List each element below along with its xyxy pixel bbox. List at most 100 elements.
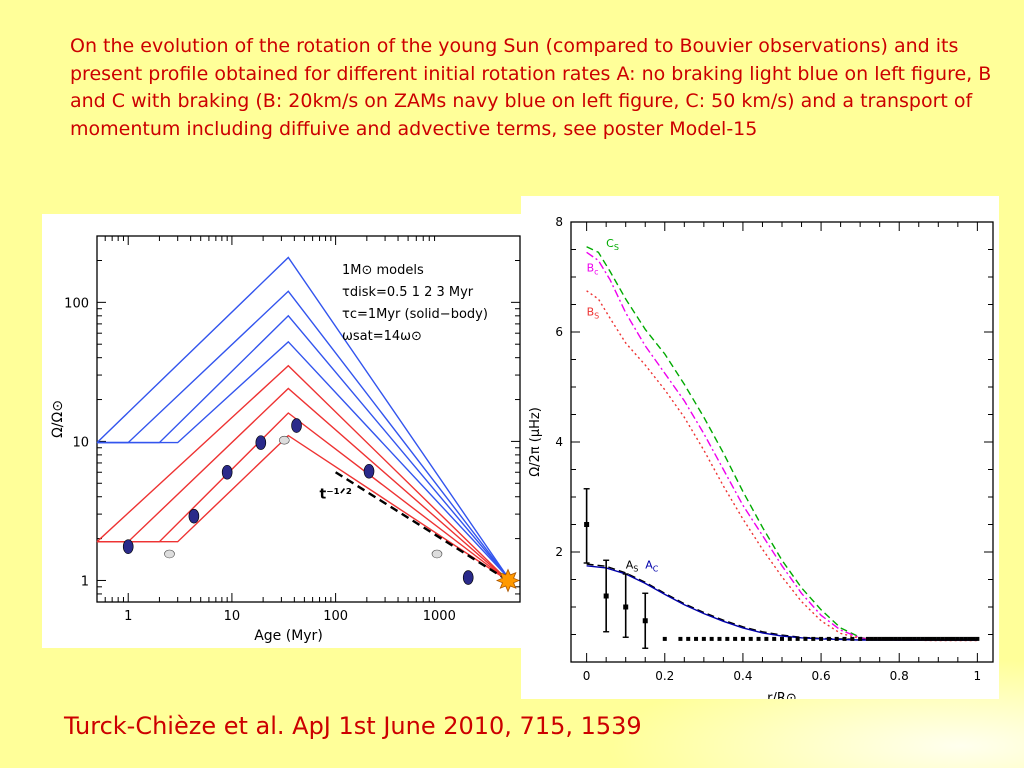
y-tick-label: 8	[555, 215, 563, 229]
slope-line	[334, 471, 509, 582]
series-label-CS: CS	[606, 237, 619, 252]
observation-dark	[363, 463, 375, 479]
observation-point	[865, 636, 870, 641]
observation-light	[431, 549, 443, 559]
plot-frame	[96, 235, 521, 603]
series-label-subscript: S	[614, 243, 619, 252]
rotation-evolution-chart: 1 10 100 1000 1 10 100 Age (Myr) Ω/Ω⊙ t⁻¹ᐟ² 1M⊙ mo…	[42, 214, 522, 648]
observation-point	[709, 636, 714, 641]
y-axis-label: Ω/2π (μHz)	[528, 407, 543, 477]
y-tick-label: 2	[555, 545, 563, 559]
y-tick-label: 1	[81, 574, 89, 589]
observation-point	[740, 636, 745, 641]
observation-point	[905, 636, 910, 641]
x-tick-label: 1	[124, 609, 132, 624]
observation-point	[916, 636, 921, 641]
x-axis-label: r/R⊙	[767, 691, 797, 699]
y-axis-label: Ω/Ω⊙	[50, 400, 66, 438]
observation-point	[842, 636, 847, 641]
profile-AS	[586, 563, 978, 641]
observation-point	[694, 636, 699, 641]
series-label-subscript: S	[633, 565, 638, 574]
observation-point	[948, 636, 953, 641]
legend-line-3: τc=1Myr (solid−body)	[342, 307, 488, 322]
sun-symbol	[495, 568, 521, 593]
observation-point	[873, 636, 878, 641]
observation-point	[893, 636, 898, 641]
observation-point	[889, 636, 894, 641]
x-axis-label: Age (Myr)	[254, 628, 323, 644]
observation-point	[834, 636, 839, 641]
track-red-7	[97, 434, 509, 582]
y-tick-label: 10	[72, 435, 89, 450]
observation-point	[936, 636, 941, 641]
observation-light	[164, 549, 175, 559]
track-red-4	[96, 364, 509, 582]
series-label-AC: AC	[645, 559, 659, 574]
track-blue-1	[97, 290, 509, 578]
legend-line-1: 1M⊙ models	[342, 263, 424, 278]
y-tick-label: 6	[555, 325, 563, 339]
observation-dark	[255, 435, 267, 450]
observation-point	[686, 636, 691, 641]
observation-dark	[122, 539, 134, 554]
observation-point	[603, 593, 609, 599]
observation-point	[963, 636, 968, 641]
track-blue-2	[97, 314, 509, 578]
observation-point	[850, 636, 855, 641]
observation-point	[787, 636, 792, 641]
series-label-BS: BS	[587, 306, 600, 321]
x-tick-label: 1	[974, 669, 982, 683]
x-tick-label: 1000	[423, 609, 456, 624]
observation-point	[971, 636, 976, 641]
observation-point	[967, 636, 972, 641]
observation-point	[701, 636, 706, 641]
x-tick-label: 0.4	[733, 669, 752, 683]
observation-point	[662, 636, 667, 641]
profile-BS	[586, 290, 978, 642]
series-label-subscript: c	[594, 268, 598, 277]
observation-point	[772, 636, 777, 641]
observation-point	[819, 636, 824, 641]
observation-point	[748, 636, 753, 641]
observation-point	[584, 522, 590, 527]
observation-point	[912, 636, 917, 641]
x-tick-label: 0	[583, 669, 591, 683]
observation-point	[869, 636, 874, 641]
observation-point	[764, 636, 769, 641]
y-tick-label: 100	[64, 296, 89, 311]
observation-point	[803, 636, 808, 641]
series-label-subscript: C	[653, 565, 659, 574]
series-label-AS: AS	[626, 559, 639, 574]
observation-point	[932, 636, 937, 641]
observation-dark	[291, 418, 302, 433]
observation-point	[901, 636, 906, 641]
observation-point	[623, 604, 629, 610]
observation-point	[940, 636, 945, 641]
citation: Turck-Chièze et al. ApJ 1st June 2010, 7…	[64, 712, 642, 740]
observation-point	[717, 636, 722, 641]
x-tick-label: 0.6	[812, 669, 831, 683]
observation-point	[951, 636, 956, 641]
legend-line-2: τdisk=0.5 1 2 3 Myr	[342, 285, 474, 300]
observation-point	[826, 636, 831, 641]
observation-dark	[221, 464, 233, 480]
observation-point	[920, 636, 925, 641]
observation-point	[795, 636, 800, 641]
observation-point	[908, 636, 913, 641]
profile-Bc	[586, 251, 978, 641]
observation-point	[881, 636, 886, 641]
plot-frame	[570, 221, 994, 663]
observation-point	[928, 636, 933, 641]
rotation-profile-chart: 0 0.2 0.4 0.6 0.8 1 2 4 6 8 r/R⊙ Ω/2π (μHz) CS Bc BS AS…	[521, 196, 999, 706]
slide-caption: On the evolution of the rotation of the …	[70, 35, 992, 140]
observation-light	[278, 435, 290, 445]
x-tick-label: 0.2	[655, 669, 674, 683]
observation-point	[678, 636, 683, 641]
observation-point	[756, 636, 761, 641]
observation-point	[811, 636, 816, 641]
profile-CS	[586, 246, 978, 641]
observation-point	[924, 636, 929, 641]
